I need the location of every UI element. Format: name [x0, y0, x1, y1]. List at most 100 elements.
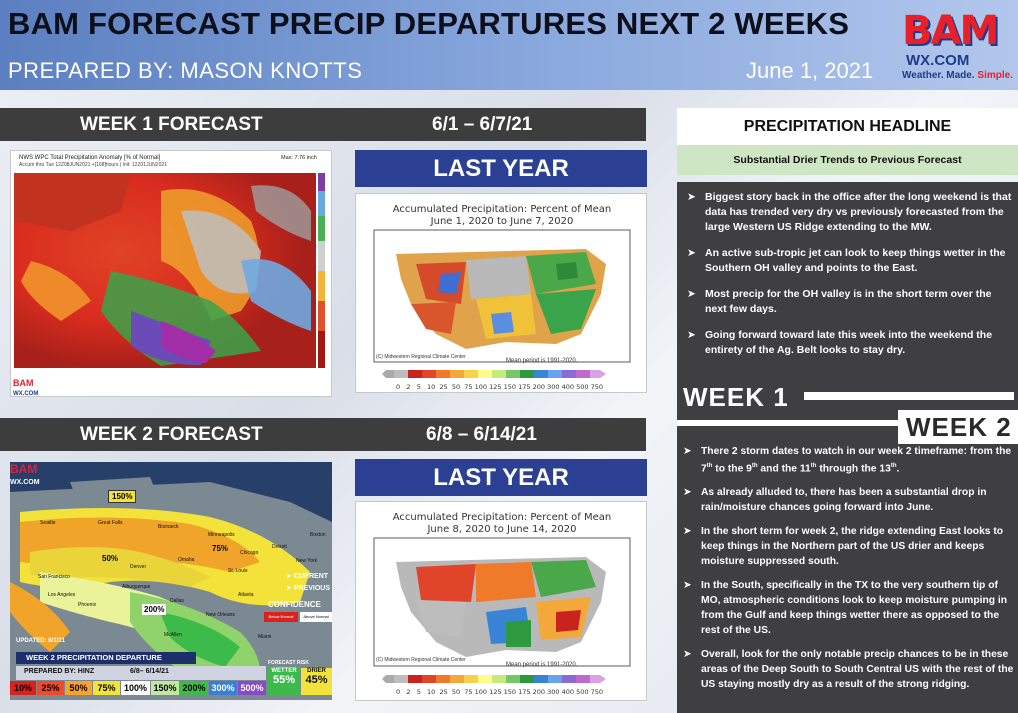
city-boston: Boston: [310, 532, 326, 538]
city-san-francisco: San Francisco: [38, 574, 70, 580]
scale-100: 100%: [121, 681, 150, 695]
city-minneapolis: Minneapolis: [208, 532, 235, 538]
report-date: June 1, 2021: [746, 58, 874, 83]
confidence-label: CONFIDENCE: [268, 600, 321, 609]
legend-previous: ➤ PREVIOUS: [286, 585, 330, 592]
city-chicago: Chicago: [240, 550, 259, 556]
week2-bullets: ➤ There 2 storm dates to watch in our wee…: [681, 444, 1017, 701]
scale-10: 10%: [10, 681, 36, 695]
ly2-title-1: Accumulated Precipitation: Percent of Me…: [392, 512, 612, 523]
ly1-color-scale: [382, 370, 606, 378]
week1-bullet: ➤ Biggest story back in the office after …: [687, 191, 1012, 233]
label-50: 50%: [102, 554, 119, 563]
city-st-louis: St. Louis: [228, 568, 248, 574]
week2-bullet: ➤ In the short term for week 2, the ridge…: [683, 526, 1004, 568]
ly2-color-scale: [382, 675, 606, 683]
legend-current: ➤ CURRENT: [286, 573, 329, 580]
ly1-credit: (C) Midwestern Regional Climate Center: [376, 354, 466, 360]
page-title: BAM FORECAST PRECIP DEPARTURES NEXT 2 WE…: [8, 6, 850, 41]
week1-bar: WEEK 1 FORECAST 6/1 – 6/7/21: [0, 108, 646, 141]
week1-range: 6/1 – 6/7/21: [432, 114, 533, 135]
city-denver: Denver: [130, 564, 147, 570]
week2-bullet: ➤ Overall, look for the only notable prec…: [683, 649, 1014, 691]
week2-divider: [677, 420, 898, 426]
updated-date: UPDATED: 6/1/21: [16, 638, 65, 644]
prepared-by: PREPARED BY: MASON KNOTTS: [8, 58, 363, 83]
w2-dates: 6/8– 6/14/21: [130, 668, 169, 675]
wetter-box: WETTER 55%: [268, 668, 300, 695]
precipitation-headline-subtitle: Substantial Drier Trends to Previous For…: [677, 145, 1018, 175]
ly2-map-graphic: [373, 537, 631, 667]
city-los-angeles: Los Angeles: [48, 592, 76, 598]
week2-bullet: ➤ In the South, specifically in the TX to…: [683, 580, 1008, 637]
logo-text: BAM: [902, 8, 999, 54]
city-seattle: Seattle: [40, 520, 56, 526]
week2-last-year-map: Accumulated Precipitation: Percent of Me…: [355, 501, 647, 701]
ly1-scale-labels: 0 2 5 10 25 50 75 100 125 150 175 200 30…: [396, 383, 604, 391]
week2-bullet: ➤ As already alluded to, there has been a…: [683, 487, 987, 514]
week1-last-year-map: Accumulated Precipitation: Percent of Me…: [355, 193, 647, 393]
ly2-credit: (C) Midwestern Regional Climate Center: [376, 657, 466, 663]
city-great-falls: Great Falls: [98, 520, 123, 526]
scale-150: 150%: [151, 681, 179, 695]
week1-map-subtitle: Accum thru Tue 12Z08JUN2021 +[168]hours …: [19, 162, 167, 168]
city-mcallen: McAllen: [164, 632, 182, 638]
drier-box: DRIER 45%: [301, 668, 332, 695]
city-new-orleans: New Orleans: [206, 612, 235, 618]
week2-last-year-banner: LAST YEAR: [355, 459, 647, 496]
scale-300: 300%: [209, 681, 237, 695]
ly1-map-graphic: [373, 229, 631, 363]
scale-25: 25%: [37, 681, 64, 695]
ly1-period: Mean period is 1991-2020.: [506, 358, 578, 364]
header-banner: BAM FORECAST PRECIP DEPARTURES NEXT 2 WE…: [0, 0, 1018, 90]
city-dallas: Dallas: [170, 598, 184, 604]
city-atlanta: Atlanta: [238, 592, 254, 598]
scale-75: 75%: [93, 681, 120, 695]
week1-last-year-banner: LAST YEAR: [355, 150, 647, 187]
bam-logo: BAM WX.COM Weather. Made. Simple.: [898, 6, 1018, 86]
w2-prepared-by: PREPARED BY: HINZ: [24, 668, 95, 675]
city-phoenix: Phoenix: [78, 602, 97, 608]
scale-50: 50%: [65, 681, 92, 695]
week1-bullets: ➤ Biggest story back in the office after …: [683, 190, 1015, 369]
ly1-title-2: June 1, 2020 to June 7, 2020: [430, 216, 574, 227]
ly2-title-2: June 8, 2020 to June 14, 2020: [427, 524, 577, 535]
precipitation-headline-title: PRECIPITATION HEADLINE: [677, 108, 1018, 145]
ly2-scale-labels: 0 2 5 10 25 50 75 100 125 150 175 200 30…: [396, 688, 604, 696]
week2-bullet: ➤ There 2 storm dates to watch in our wee…: [683, 446, 1012, 475]
week2-range: 6/8 – 6/14/21: [426, 424, 537, 445]
scale-200: 200%: [180, 681, 208, 695]
city-new-york: New York: [296, 558, 318, 564]
label-200: 200%: [142, 604, 167, 615]
week2-small-logo: BAM WX.COM: [10, 462, 40, 486]
week1-label: WEEK 1 FORECAST: [80, 114, 263, 135]
label-75: 75%: [212, 544, 229, 553]
ly2-period: Mean period is 1991-2020.: [506, 662, 578, 668]
week1-small-logo: BAM WX.COM: [13, 378, 39, 398]
ly1-title-1: Accumulated Precipitation: Percent of Me…: [392, 204, 612, 215]
week1-map-title: NWS WPC Total Precipitation Anomaly [% o…: [19, 155, 161, 161]
departure-title: WEEK 2 PRECIPITATION DEPARTURE: [16, 652, 196, 664]
week1-bullet: ➤ An active sub-tropic jet can look to ke…: [687, 247, 1006, 274]
week2-bar: WEEK 2 FORECAST 6/8 – 6/14/21: [0, 418, 646, 451]
week2-forecast-map: BAM WX.COM 150% 50% 75% 200% Seattle Grea…: [10, 462, 332, 700]
city-miami: Miami: [258, 634, 272, 640]
discussion-panel: ➤ Biggest story back in the office after …: [677, 182, 1018, 713]
week1-map-max: Max: 7.76 inch: [281, 155, 317, 161]
scale-500: 500%: [238, 681, 266, 695]
forecast-risk-label: FORECAST RISK: [268, 660, 309, 666]
week1-bullet: ➤ Going forward toward late this week int…: [687, 329, 993, 356]
city-omaha: Omaha: [178, 557, 195, 563]
week1-forecast-map: NWS WPC Total Precipitation Anomaly [% o…: [10, 150, 332, 397]
week2-label: WEEK 2 FORECAST: [80, 424, 263, 445]
city-detroit: Detroit: [272, 544, 287, 550]
logo-tagline: Weather. Made. Simple.: [902, 70, 1013, 81]
week1-divider: [804, 392, 1014, 400]
week2-label-bg: [898, 410, 1018, 444]
week1-bullet: ➤ Most precip for the OH valley is in the…: [687, 288, 992, 315]
week1-section-label: WEEK 1: [683, 382, 789, 412]
label-150-north: 150%: [108, 490, 137, 503]
above-normal-box: Above Normal: [300, 612, 332, 622]
city-bismarck: Bismarck: [158, 524, 179, 530]
below-normal-box: Below Normal: [264, 612, 298, 622]
